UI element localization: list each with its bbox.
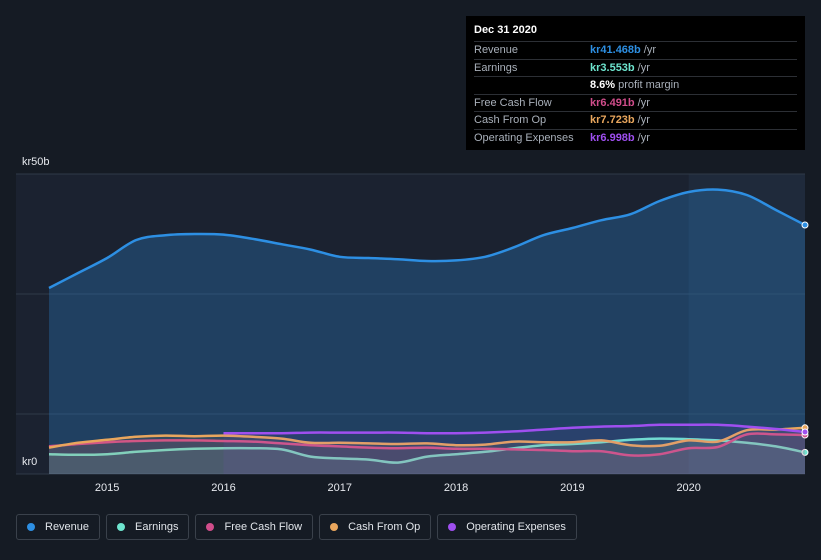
tooltip-row-value: 8.6% xyxy=(590,79,616,91)
tooltip-row-value: kr6.998b xyxy=(590,131,635,144)
series-line-free-cash-flow xyxy=(48,432,806,457)
gridlines xyxy=(16,173,805,475)
legend-dot-icon xyxy=(117,523,126,531)
series-area-cash-from-op xyxy=(49,427,805,474)
legend-dot-icon xyxy=(330,523,339,531)
tooltip-row-label: Earnings xyxy=(474,61,518,74)
x-axis-ticks: 2015 2016 2017 2018 2019 2020 xyxy=(95,482,701,494)
series-line-earnings xyxy=(48,437,806,464)
legend-dot-icon xyxy=(206,523,215,531)
legend-label: Free Cash Flow xyxy=(224,521,303,533)
series-end-point-earnings xyxy=(801,448,809,456)
series-end-point-revenue xyxy=(801,221,809,229)
tooltip-row-value: kr41.468b xyxy=(590,44,641,56)
series-area-free-cash-flow xyxy=(49,433,805,474)
legend-label: Cash From Op xyxy=(348,521,421,533)
tooltip-row-unit: /yr xyxy=(637,114,650,126)
series-line-revenue xyxy=(48,188,806,290)
x-tick-label: 2018 xyxy=(444,482,468,494)
tooltip-rows: Revenue kr41.468b/yr Earnings kr3.553b/yr 8.… xyxy=(474,41,797,146)
tooltip-row-value: kr3.553b xyxy=(590,61,635,74)
legend-dot-icon xyxy=(448,523,457,531)
x-tick-label: 2016 xyxy=(211,482,235,494)
y-axis-top-label: kr50b xyxy=(22,156,50,168)
tooltip-row-label: Cash From Op xyxy=(474,114,547,126)
legend-label: Earnings xyxy=(135,521,179,533)
legend-item-operating-expenses[interactable]: Operating Expenses xyxy=(437,514,577,540)
x-tick-label: 2017 xyxy=(328,482,352,494)
series-line-operating-expenses xyxy=(223,423,806,435)
series-end-point-operating-expenses xyxy=(801,428,809,436)
tooltip-row-label: Revenue xyxy=(474,44,519,56)
tooltip-row-value: kr6.491b xyxy=(590,96,635,109)
legend-item-revenue[interactable]: Revenue xyxy=(16,514,101,540)
tooltip-row-unit: /yr xyxy=(637,61,650,74)
legend-item-cash-from-op[interactable]: Cash From Op xyxy=(319,514,432,540)
series-line-cash-from-op xyxy=(48,426,806,449)
x-tick-label: 2015 xyxy=(95,482,119,494)
legend-item-free-cash-flow[interactable]: Free Cash Flow xyxy=(195,514,314,540)
series-area-operating-expenses xyxy=(223,424,805,474)
series-layer xyxy=(48,188,809,474)
tooltip-row-label: Operating Expenses xyxy=(474,131,574,144)
tooltip-row-unit: /yr xyxy=(637,131,650,144)
legend-dot-icon xyxy=(27,523,35,531)
legend-item-earnings[interactable]: Earnings xyxy=(106,514,190,540)
x-tick-label: 2020 xyxy=(676,482,700,494)
tooltip-row: Operating Expenses kr6.998b/yr xyxy=(474,128,797,147)
x-tick-label: 2019 xyxy=(560,482,584,494)
legend-label: Operating Expenses xyxy=(466,521,566,533)
data-tooltip: Dec 31 2020 Revenue kr41.468b/yr Earnings k… xyxy=(466,16,805,150)
tooltip-row-label: Free Cash Flow xyxy=(474,96,552,109)
series-area-revenue xyxy=(49,189,805,474)
tooltip-row: Earnings kr3.553b/yr xyxy=(474,58,797,77)
tooltip-row: Free Cash Flow kr6.491b/yr xyxy=(474,93,797,112)
tooltip-row: 8.6% profit margin xyxy=(474,76,797,94)
tooltip-row-unit: /yr xyxy=(637,96,650,109)
tooltip-date: Dec 31 2020 xyxy=(474,24,537,36)
tooltip-row-unit: profit margin xyxy=(618,79,680,91)
chart-legend: Revenue Earnings Free Cash Flow Cash From O… xyxy=(16,514,577,542)
tooltip-row: Cash From Op kr7.723b/yr xyxy=(474,111,797,129)
tooltip-row-label xyxy=(474,77,590,94)
legend-label: Revenue xyxy=(45,521,90,533)
y-axis-bottom-label: kr0 xyxy=(22,456,38,468)
series-area-earnings xyxy=(49,438,805,474)
tooltip-row-value: kr7.723b xyxy=(590,114,635,126)
tooltip-row-unit: /yr xyxy=(643,44,656,56)
tooltip-row: Revenue kr41.468b/yr xyxy=(474,41,797,59)
